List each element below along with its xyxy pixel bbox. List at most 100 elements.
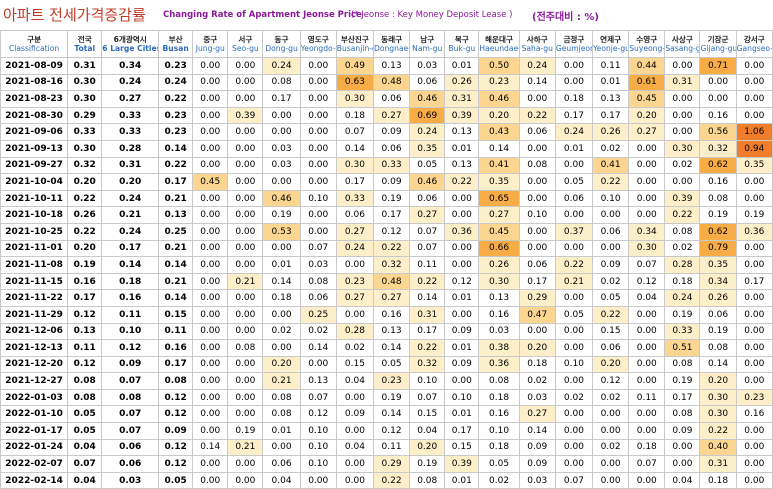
rate-cell: 0.06 [409,73,446,92]
rate-cell: 0.19 [409,455,446,473]
rate-cell: 0.00 [262,438,301,457]
rate-cell: 0.22 [444,173,480,191]
rate-cell: 0.17 [335,173,375,191]
rate-cell: 0.30 [335,156,375,175]
rate-cell: 0.06 [372,90,411,108]
rate-cell: 0.00 [735,322,773,341]
rate-cell: 0.12 [158,405,194,424]
rate-cell: 0.09 [101,355,160,374]
rate-cell: 0.00 [192,189,229,208]
rate-cell: 0.17 [518,272,556,291]
rate-cell: 0.27 [335,289,375,307]
rate-cell: 0.00 [227,471,264,489]
rate-cell: 0.33 [101,123,160,141]
rate-cell: 0.33 [664,322,701,341]
rate-cell: 0.00 [335,455,375,473]
rate-cell: 0.17 [372,206,411,224]
rate-cell: 0.09 [518,438,556,457]
column-header: 연제구 Yeonje-gu [592,30,630,58]
rate-cell: 0.17 [592,106,630,125]
title-bar: 아파트 전세가격증감률 Changing Rate of Apartment J… [0,0,773,30]
table-row: 2021-09-06 0.33 0.33 0.23 0.00 0.00 0.00 0.00 0.… [0,123,773,141]
rate-cell: 0.10 [409,372,446,390]
column-header-english: Buk-gu [448,44,476,53]
rate-cell: 0.00 [735,73,773,92]
rate-cell: 0.26 [592,123,630,141]
column-header-korean: 연제구 [600,35,622,44]
rate-cell: 0.53 [262,222,301,241]
rate-cell: 0.17 [444,422,480,440]
rate-cell: 0.00 [299,355,337,374]
rate-cell: 0.12 [67,305,103,324]
rate-cell: 0.00 [299,471,337,489]
rate-cell: 0.00 [227,156,264,175]
rate-cell: 0.04 [664,471,701,489]
table-row: 2021-10-04 0.20 0.20 0.17 0.45 0.00 0.00 0.00 0.… [0,173,773,191]
rate-cell: 0.13 [372,57,411,75]
rate-cell: 0.00 [227,405,264,424]
rate-cell: 0.00 [735,289,773,307]
rate-cell: 0.08 [518,156,556,175]
rate-cell: 0.23 [158,106,194,125]
rate-cell: 0.25 [158,222,194,241]
column-header-korean: 부산진구 [340,35,369,44]
rate-cell: 0.00 [192,156,229,175]
rate-cell: 0.11 [101,305,160,324]
rate-cell: 0.00 [735,471,773,489]
rate-cell: 0.00 [227,57,264,75]
rate-cell: 0.33 [101,106,160,125]
rate-cell: 0.00 [227,189,264,208]
rate-cell: 0.22 [158,90,194,108]
rate-cell: 0.08 [664,405,701,424]
column-header: 6개광역시 6 Large Cities [101,30,160,58]
rate-cell: 0.08 [664,355,701,374]
rate-cell: 0.00 [444,372,480,390]
rate-cell: 0.20 [699,372,737,390]
rate-cell: 0.24 [101,73,160,92]
rate-cell: 0.14 [101,256,160,274]
rate-cell: 0.04 [335,438,375,457]
column-header-korean: 구분 [27,35,42,44]
rate-cell: 0.00 [192,388,229,407]
rate-cell: 0.28 [101,139,160,158]
rate-cell: 0.24 [158,73,194,92]
rate-cell: 0.18 [554,90,594,108]
rate-cell: 0.08 [262,388,301,407]
rate-cell: 0.03 [518,388,556,407]
rate-cell: 0.00 [192,206,229,224]
rate-cell: 0.00 [554,57,594,75]
rate-cell: 0.19 [372,388,411,407]
rate-cell: 0.21 [262,372,301,390]
rate-cell: 0.16 [699,106,737,125]
rate-cell: 0.14 [299,339,337,357]
column-header-english: Jung-gu [195,44,225,53]
rate-cell: 0.00 [227,305,264,324]
rate-cell: 0.16 [735,405,773,424]
rate-cell: 0.22 [592,173,630,191]
rate-cell: 0.23 [158,57,194,75]
rate-cell: 0.10 [478,422,520,440]
rate-cell: 0.04 [262,471,301,489]
rate-cell: 0.05 [554,173,594,191]
rate-cell: 0.01 [262,256,301,274]
rate-cell: 0.22 [699,422,737,440]
rate-cell: 0.00 [227,239,264,258]
rate-cell: 0.27 [101,90,160,108]
rate-cell: 0.00 [192,455,229,473]
rate-cell: 0.00 [227,355,264,374]
column-header-english: Busan [162,44,189,53]
rate-cell: 0.50 [478,57,520,75]
column-header-english: Haeundae-gu [479,44,519,53]
rate-cell: 0.00 [192,239,229,258]
rate-cell: 0.22 [158,156,194,175]
column-header: 전국 Total [67,30,103,58]
table-row: 2021-08-09 0.31 0.34 0.23 0.00 0.00 0.24 0.00 0.… [0,57,773,75]
table-row: 2021-11-01 0.20 0.17 0.21 0.00 0.00 0.00 0.07 0.… [0,239,773,258]
rate-cell: 0.08 [699,339,737,357]
column-header-english: Busanjin-gu [336,44,373,53]
rate-cell: 0.02 [592,388,630,407]
rate-cell: 0.36 [478,355,520,374]
rate-cell: 0.21 [101,206,160,224]
table-row: 2022-01-03 0.08 0.08 0.12 0.00 0.00 0.08 0.07 0.… [0,388,773,407]
